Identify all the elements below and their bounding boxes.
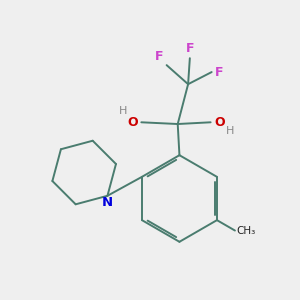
Text: H: H bbox=[226, 126, 234, 136]
Text: CH₃: CH₃ bbox=[236, 226, 255, 236]
Text: F: F bbox=[155, 50, 164, 63]
Text: F: F bbox=[214, 66, 223, 79]
Text: O: O bbox=[214, 116, 225, 129]
Text: F: F bbox=[186, 42, 194, 56]
Text: N: N bbox=[102, 196, 113, 209]
Text: H: H bbox=[119, 106, 128, 116]
Text: O: O bbox=[127, 116, 138, 129]
